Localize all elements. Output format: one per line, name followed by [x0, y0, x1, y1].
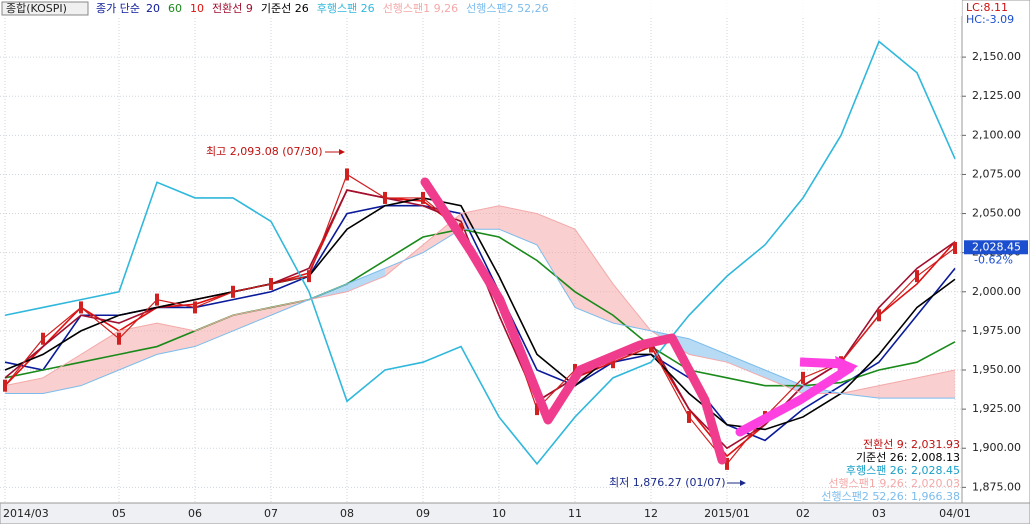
x-tick-label: 02	[796, 507, 810, 520]
price-candle	[877, 309, 881, 322]
series-line	[5, 228, 955, 399]
price-candle	[41, 332, 45, 345]
price-candle	[953, 241, 957, 254]
legend-entry: 선행스팬2 52,26	[466, 2, 548, 15]
info-label: 후행스팬 26: 2,028.45	[846, 464, 960, 477]
legend-entry: 선행스팬1 9,26	[383, 2, 458, 15]
y-tick-label: 2,050.00	[972, 207, 1021, 220]
cloud	[575, 229, 613, 324]
cloud	[195, 315, 233, 347]
x-tick-label: 05	[112, 507, 126, 520]
x-tick-label: 2015/01	[704, 507, 750, 520]
x-tick-label: 09	[416, 507, 430, 520]
cloud	[347, 268, 385, 292]
cloud	[879, 377, 917, 399]
x-tick-label: 12	[644, 507, 658, 520]
legend-bg	[0, 0, 962, 16]
series-line	[4, 228, 956, 387]
x-axis-panel	[0, 502, 1030, 524]
y-tick-label: 1,925.00	[972, 402, 1021, 415]
price-candle	[383, 191, 387, 204]
legend-entry: 전환선 9	[212, 2, 253, 15]
x-tick-label: 06	[188, 507, 202, 520]
price-candle	[79, 301, 83, 314]
legend-text: 종가 단순	[96, 2, 140, 15]
y-tick-label: 2,000.00	[972, 285, 1021, 298]
info-label: 선행스팬1 9,26: 2,020.03	[828, 477, 960, 490]
legend-entry: 60	[168, 2, 182, 15]
price-candle	[801, 371, 805, 384]
legend-entry: 후행스팬 26	[317, 2, 375, 15]
cloud	[841, 385, 879, 399]
y-tick-label: 2,125.00	[972, 89, 1021, 102]
y-axis-panel	[961, 0, 1030, 524]
info-label: 기준선 26: 2,008.13	[856, 451, 960, 464]
annotation: 최저 1,876.27 (01/07)	[609, 476, 726, 489]
lc-label: LC:8.11	[966, 1, 1008, 14]
drawn-arrow	[799, 357, 846, 369]
x-tick-label: 11	[568, 507, 582, 520]
legend-entry: 기준선 26	[261, 2, 309, 15]
y-tick-label: 2,150.00	[972, 50, 1021, 63]
x-tick-label: 2014/03	[3, 507, 49, 520]
arrow-head	[740, 480, 746, 486]
cloud	[917, 370, 955, 399]
series-line	[4, 205, 956, 394]
cloud	[5, 377, 43, 394]
price-candle	[3, 379, 7, 392]
y-tick-label: 1,875.00	[972, 480, 1021, 493]
price-candle	[117, 332, 121, 345]
cloud	[499, 205, 537, 245]
legend-box	[1, 1, 89, 16]
price-candle	[345, 168, 349, 181]
x-tick-label: 08	[340, 507, 354, 520]
series-line	[4, 40, 956, 466]
y-tick-label: 1,950.00	[972, 363, 1021, 376]
annotation: 최고 2,093.08 (07/30)	[206, 145, 323, 158]
x-tick-label: 04/01	[939, 507, 971, 520]
legend-header: 종합(KOSPI)	[6, 2, 67, 15]
y-tick-label: 2,100.00	[972, 128, 1021, 141]
legend: 종합(KOSPI) 종가 단순 20 60 10 전환선 9 기준선 26 후행스팬 26 선행…	[1, 1, 549, 16]
y-tick-label: 1,975.00	[972, 324, 1021, 337]
price-candle	[231, 285, 235, 298]
arrow-head	[339, 149, 345, 155]
legend-entry: 10	[190, 2, 204, 15]
legend-entry: 20	[146, 2, 160, 15]
info-label: 전환선 9: 2,031.93	[863, 438, 960, 451]
series-line	[4, 197, 956, 431]
price-candle	[915, 270, 919, 283]
price-candle	[725, 457, 729, 470]
cloud	[727, 354, 765, 378]
change-label: -0.62%	[974, 253, 1013, 266]
y-tick-label: 1,900.00	[972, 441, 1021, 454]
drawn-arrow	[735, 363, 855, 437]
x-tick-label: 07	[264, 507, 278, 520]
x-tick-label: 10	[492, 507, 506, 520]
hc-label: HC:-3.09	[966, 13, 1014, 26]
info-label: 선행스팬2 52,26: 1,966.38	[821, 490, 960, 503]
price-candle	[155, 293, 159, 306]
price-candle	[421, 191, 425, 204]
last-price-box	[964, 240, 1028, 255]
price-candle	[611, 356, 615, 369]
x-tick-label: 03	[872, 507, 886, 520]
price-candle	[535, 403, 539, 416]
price-candle	[307, 270, 311, 283]
price-candle	[687, 410, 691, 423]
cloud	[233, 307, 271, 331]
price-candle	[269, 277, 273, 290]
drawn-arrow	[420, 177, 727, 465]
y-tick-label: 2,075.00	[972, 167, 1021, 180]
last-price-label: 2,028.45	[972, 240, 1021, 253]
price-candle	[193, 301, 197, 314]
